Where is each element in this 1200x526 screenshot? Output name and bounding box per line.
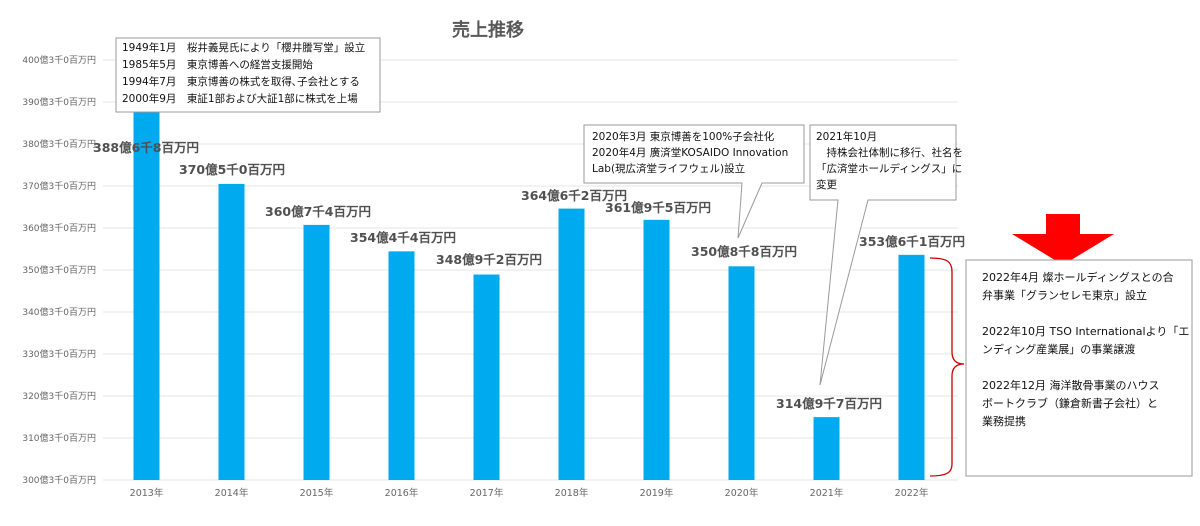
callout-2020-line: 2020年3月 東京博善を100%子会社化 xyxy=(592,130,775,143)
data-label: 360億7千4百万円 xyxy=(265,204,371,219)
history-callout-line: 1949年1月 桜井義晃氏により「櫻井謄写堂」設立 xyxy=(122,41,365,54)
data-label: 348億9千2百万円 xyxy=(436,252,542,267)
callout-2020-line: Lab(現広済堂ライフウェル)設立 xyxy=(592,162,745,175)
data-label: 361億9千5百万円 xyxy=(605,200,711,215)
history-callout-line: 2000年9月 東証1部および大証1部に株式を上場 xyxy=(122,92,358,105)
history-callout-box xyxy=(115,37,381,113)
bar-2013年 xyxy=(133,107,160,480)
y-axis-ticks: 300億3千0百万円 310億3千0百万円 320億3千0百万円 330億3千0百万円… xyxy=(22,54,96,486)
x-tick-label: 2022年 xyxy=(895,487,929,499)
callout-2020-line: 2020年4月 廣済堂KOSAIDO Innovation xyxy=(592,146,788,159)
chart-title: 売上推移 xyxy=(452,19,524,41)
y-tick-label: 400億3千0百万円 xyxy=(22,54,96,66)
callouts: 1949年1月 桜井義晃氏により「櫻井謄写堂」設立 1985年5月 東京博善への経… xyxy=(115,37,1193,477)
x-axis-ticks: 2013年 2014年 2015年 2016年 2017年 2018年 2019年 2020年… xyxy=(130,487,929,499)
callout-2022-line: 弁事業「グランセレモ東京」設立 xyxy=(982,288,1147,302)
data-label: 370億5千0百万円 xyxy=(179,162,285,177)
callout-2022-line: 2022年10月 TSO Internationalより「エ xyxy=(982,324,1189,338)
callout-2022-line: 2022年12月 海洋散骨事業のハウス xyxy=(982,378,1160,392)
history-callout-line: 1994年7月 東京博善の株式を取得､子会社とする xyxy=(122,75,360,88)
callout-2021-line: 2021年10月 xyxy=(816,130,877,143)
y-tick-label: 380億3千0百万円 xyxy=(22,138,96,150)
x-tick-label: 2014年 xyxy=(215,487,249,499)
x-tick-label: 2015年 xyxy=(300,487,334,499)
y-tick-label: 350億3千0百万円 xyxy=(22,264,96,276)
callout-2021-box xyxy=(809,124,957,386)
bars xyxy=(133,107,925,480)
down-arrow-icon xyxy=(1012,214,1114,265)
bar-2017年 xyxy=(473,274,500,480)
data-label: 350億8千8百万円 xyxy=(691,244,797,259)
x-tick-label: 2018年 xyxy=(555,487,589,499)
data-label: 364億6千2百万円 xyxy=(521,188,627,203)
data-label: 354億4千4百万円 xyxy=(350,230,456,245)
y-tick-label: 320億3千0百万円 xyxy=(22,390,96,402)
data-label: 314億9千7百万円 xyxy=(776,396,882,411)
x-tick-label: 2013年 xyxy=(130,487,164,499)
callout-2021-line: 持株会社体制に移行、社名を xyxy=(816,146,963,159)
bar-2014年 xyxy=(218,183,245,480)
y-tick-label: 330億3千0百万円 xyxy=(22,348,96,360)
bar-2021年 xyxy=(813,417,840,480)
y-tick-label: 390億3千0百万円 xyxy=(22,96,96,108)
x-tick-label: 2021年 xyxy=(810,487,844,499)
bar-2022年 xyxy=(898,254,925,480)
bar-2018年 xyxy=(558,208,585,480)
y-tick-label: 310億3千0百万円 xyxy=(22,432,96,444)
x-tick-label: 2019年 xyxy=(640,487,674,499)
data-label: 388億6千8百万円 xyxy=(93,140,199,155)
bar-2015年 xyxy=(303,224,330,480)
y-tick-label: 340億3千0百万円 xyxy=(22,306,96,318)
callout-2022-line: ンディング産業展」の事業譲渡 xyxy=(982,342,1135,356)
callout-2020-box xyxy=(583,124,805,239)
bar-2016年 xyxy=(388,251,415,480)
callout-2022-box xyxy=(965,259,1193,477)
callout-2021-line: 「広済堂ホールディングス」に xyxy=(816,162,962,175)
bar-2019年 xyxy=(643,219,670,480)
data-label: 353億6千1百万円 xyxy=(859,234,965,249)
x-tick-label: 2020年 xyxy=(725,487,759,499)
y-tick-label: 370億3千0百万円 xyxy=(22,180,96,192)
x-tick-label: 2016年 xyxy=(385,487,419,499)
bar-2020年 xyxy=(728,266,755,480)
callout-2022-line: 業務提携 xyxy=(982,414,1026,428)
x-tick-label: 2017年 xyxy=(470,487,504,499)
callout-2022-line: ボートクラブ（鎌倉新書子会社）と xyxy=(982,396,1158,410)
callout-2021-line: 変更 xyxy=(816,178,837,191)
callout-2022-line: 2022年4月 燦ホールディングスとの合 xyxy=(982,270,1174,284)
brace xyxy=(929,257,965,477)
data-labels: 388億6千8百万円 370億5千0百万円 360億7千4百万円 354億4千4百万円… xyxy=(93,140,965,411)
y-tick-label: 360億3千0百万円 xyxy=(22,222,96,234)
history-callout-line: 1985年5月 東京博善への経営支援開始 xyxy=(122,58,313,71)
y-tick-label: 300億3千0百万円 xyxy=(22,474,96,486)
